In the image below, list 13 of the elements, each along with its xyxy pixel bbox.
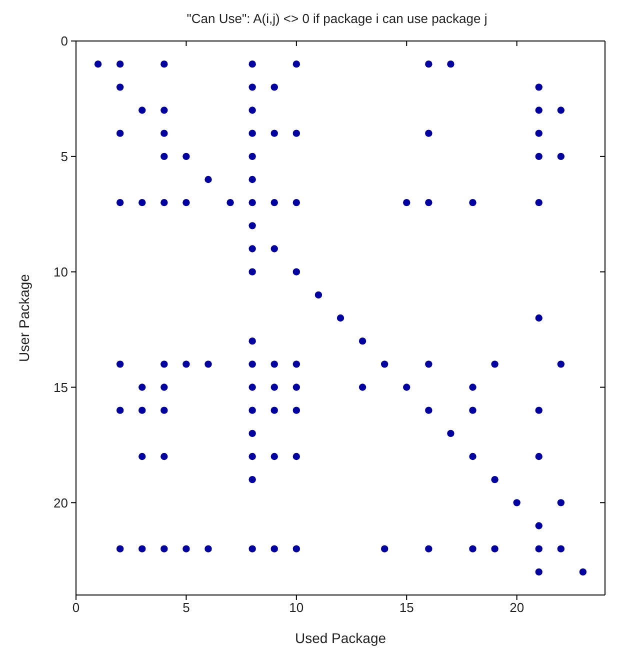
y-tick-label: 15 [54,380,68,395]
x-tick-label: 0 [72,600,80,616]
y-axis-title: User Package [16,274,32,362]
x-tick-label: 20 [510,600,524,616]
y-tick-label: 0 [60,34,68,49]
y-tick-label: 5 [60,149,68,164]
x-tick-label: 10 [289,600,304,616]
y-tick-label: 20 [54,495,68,510]
x-tick-label: 5 [182,600,190,616]
chart-title: "Can Use": A(i,j) <> 0 if package i can use package j [186,10,488,28]
x-tick-label: 15 [399,600,414,616]
y-tick-label: 10 [54,264,68,280]
x-axis-title: Used Package [294,630,386,646]
